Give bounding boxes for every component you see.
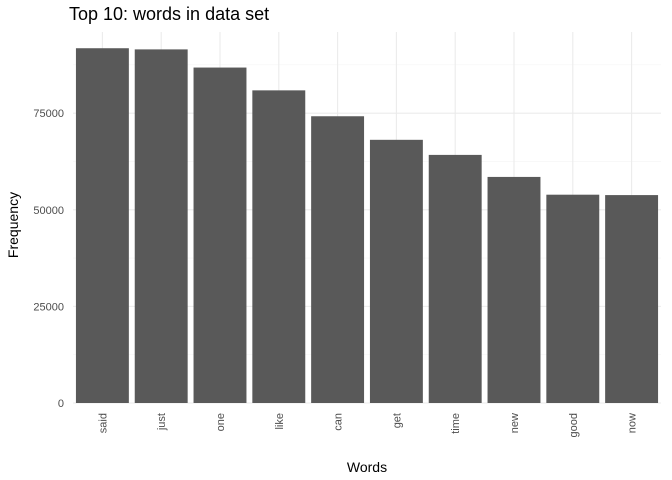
- bar-good: [546, 194, 600, 403]
- y-tick-label: 75000: [33, 108, 64, 120]
- bar-get: [369, 139, 423, 403]
- x-tick-label: new: [509, 413, 521, 433]
- x-tick-label: just: [156, 413, 168, 431]
- bar-time: [428, 154, 482, 403]
- bar-said: [75, 48, 129, 403]
- x-tick-label: said: [97, 413, 109, 433]
- y-tick-label: 25000: [33, 301, 64, 313]
- x-tick-label: like: [274, 413, 286, 430]
- bars: [75, 48, 659, 403]
- bar-like: [252, 90, 306, 403]
- bar-new: [487, 176, 541, 403]
- x-axis-ticks: said just one like can get time new good now: [97, 413, 638, 438]
- chart-title: Top 10: words in data set: [69, 4, 269, 24]
- bar-now: [605, 195, 659, 403]
- x-tick-label: time: [450, 413, 462, 434]
- y-axis-title: Frequency: [5, 192, 21, 258]
- bar-just: [134, 49, 188, 403]
- bar-can: [311, 116, 365, 403]
- x-tick-label: one: [215, 413, 227, 431]
- x-tick-label: now: [627, 413, 639, 433]
- x-tick-label: can: [333, 413, 345, 431]
- y-tick-label: 50000: [33, 205, 64, 217]
- x-tick-label: good: [568, 413, 580, 437]
- x-axis-title: Words: [347, 459, 387, 475]
- y-axis-ticks: 0 25000 50000 75000: [33, 108, 64, 410]
- x-tick-label: get: [391, 413, 403, 428]
- y-tick-label: 0: [58, 398, 64, 410]
- bar-one: [193, 67, 247, 403]
